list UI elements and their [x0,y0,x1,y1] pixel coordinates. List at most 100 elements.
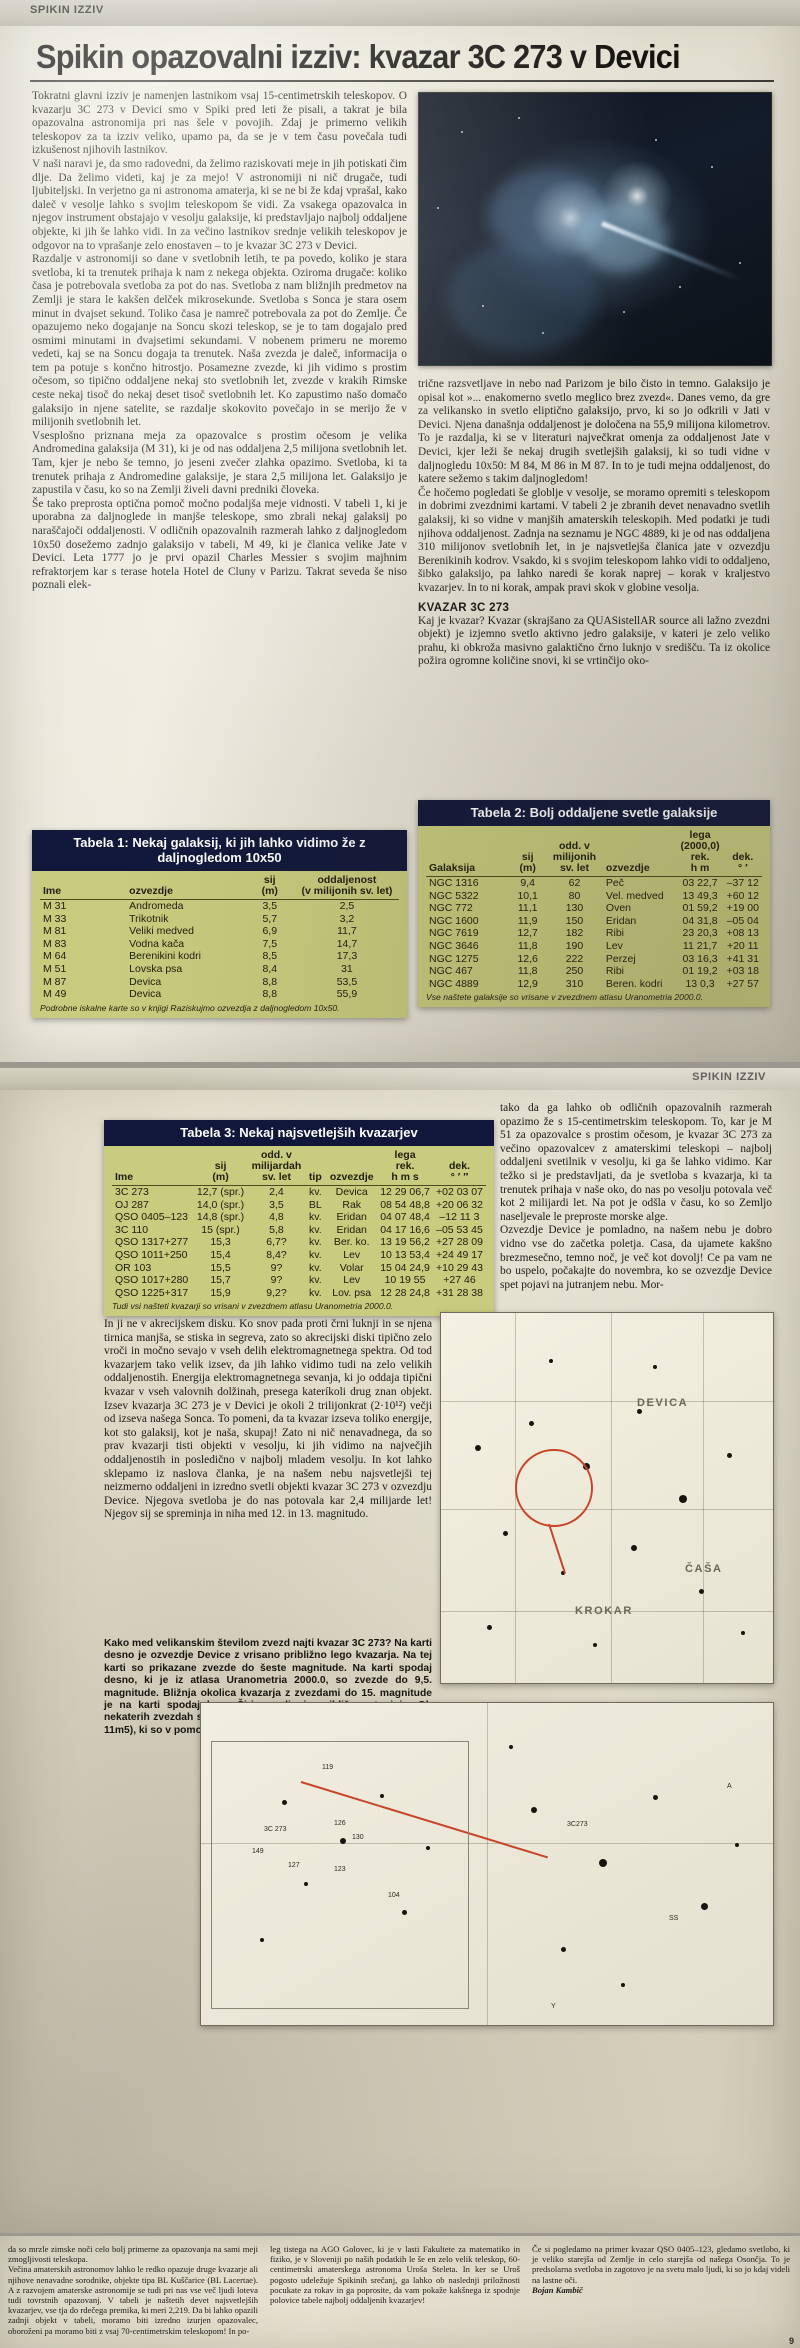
quasar-pointer-line [548,1523,567,1574]
table-row: M 49 Devica 8,8 55,9 [40,988,399,1001]
constellation-label-krokar: KROKAR [575,1605,633,1617]
table-cell: Vel. medved [605,889,664,902]
table-cell: 6,9 [262,925,278,938]
th-ozvezdje: ozvezdje [126,875,245,900]
quasar-photo [418,92,772,366]
chart-label-149: 149 [252,1848,264,1855]
table-cell: 150 [565,914,584,927]
table-cell: 4,8 [269,1211,284,1224]
table-cell: 2,4 [269,1186,284,1198]
chart-label-104: 104 [388,1892,400,1899]
table-cell: +27 57 [726,977,759,990]
table-cell: –05 04 [726,914,759,927]
magazine-footer-strip: da so mrzle zimske noči celo bolj primer… [0,2236,800,2348]
table-cell: 9,4 [520,877,535,889]
table-2-title: Tabela 2: Bolj oddaljene svetle galaksij… [418,800,770,826]
table-cell: 11,7 [337,925,357,938]
table-cell: 15,4 [210,1248,231,1261]
table-row: 3C 273 12,7 (spr.) 2,4 kv. Devica 12 29 06,7 +… [112,1186,486,1199]
magazine-page-1: SPIKIN IZZIV Spikin opazovalni izziv: kv… [0,0,800,1065]
table-cell: M 87 [43,975,67,988]
table-cell: 6,7? [266,1236,287,1249]
table-cell: 9? [270,1261,283,1274]
table-cell: 11,8 [517,965,538,978]
table-cell: kv. [309,1223,322,1236]
table-cell: 04 07 48,4 [380,1211,430,1224]
table-row: NGC 3646 11,8 190 Lev 11 21,7 +20 11 [426,940,762,953]
table-cell: 10 13 53,4 [380,1248,430,1261]
table-row: M 81 Veliki medved 6,9 11,7 [40,925,399,938]
table-cell: +02 03 07 [435,1186,483,1198]
paragraph: Če hočemo pogledati še globlje v vesolje… [418,486,770,594]
th-ozvezdje: ozvezdje [326,1150,378,1186]
th-ozvezdje: ozvezdje [602,830,677,877]
table-cell: 3C 273 [115,1186,149,1198]
table-cell: kv. [309,1286,322,1299]
table-cell: 8,8 [262,975,278,988]
table-cell: Lov. psa [332,1286,372,1299]
table-cell: 55,9 [336,988,358,1001]
table-cell: Ribi [605,927,624,940]
table-row: QSO 1225+317 15,9 9,2? kv. Lov. psa 12 28 24,… [112,1287,486,1300]
table-cell: Devica [335,1186,368,1198]
table-cell: 01 19,2 [682,965,718,978]
table-cell: OJ 287 [115,1198,149,1211]
table-row: NGC 772 11,1 130 Oven 01 59,2 +19 00 [426,902,762,915]
table-cell: Eridan [336,1211,367,1224]
table-cell: 8,4 [262,962,278,975]
paragraph: Kaj je kvazar? Kvazar (skrajšano za QUAS… [418,614,770,668]
chart-label-3c273: 3C273 [567,1821,588,1828]
table-cell: 04 17 16,6 [380,1223,430,1236]
headline-rule [30,80,774,82]
table-cell: 11 21,7 [682,939,718,952]
table-cell: 222 [565,952,584,965]
table-row: OJ 287 14,0 (spr.) 3,5 BL Rak 08 54 48,8 +20 0… [112,1199,486,1212]
paragraph: Ozvezdje Device je pomladno, na našem ne… [500,1224,772,1291]
table-cell: +10 29 43 [435,1261,483,1274]
table-3: Tabela 3: Nekaj najsvetlejših kvazarjev … [104,1120,494,1317]
table-cell: Peč [605,877,624,889]
th-sij: sij (m) [509,830,546,877]
table-row: M 64 Berenikini kodri 8,5 17,3 [40,950,399,963]
page-number: 9 [788,2336,794,2346]
table-cell: 8,5 [262,950,278,963]
table-cell: +20 06 32 [435,1198,483,1211]
table-cell: Lovska psa [129,962,183,975]
paragraph: Vsesplošno priznana meja za opazovalce s… [32,429,407,497]
star-chart-finder: 3C273 SS A Y 3C 273 119 126 130 149 127 … [200,1702,774,2026]
constellation-label-casa: ČAŠA [685,1563,723,1575]
table-cell: M 49 [43,988,67,1001]
page1-left-column: Tokratni glavni izziv je namenjen lastni… [32,90,407,593]
table-cell: 15,5 [210,1261,231,1274]
table-cell: Ribi [605,965,624,978]
table-cell: 12 28 24,8 [380,1286,430,1299]
table-cell: QSO 0405–123 [115,1211,188,1224]
table-row: NGC 7619 12,7 182 Ribi 23 20,3 +08 13 [426,927,762,940]
article-headline: Spikin opazovalni izziv: kvazar 3C 273 v… [36,38,681,75]
paragraph: tako da ga lahko ob odličnih opazovalnih… [500,1102,772,1223]
table-cell: 11,9 [517,914,538,927]
page2-left-column: In ji ne v akrecijskem disku. Ko snov pa… [104,1318,432,1522]
table-cell: +24 49 17 [435,1248,483,1261]
table-cell: Andromeda [129,900,184,912]
table-cell: Veliki medved [129,925,194,938]
table-cell: 11,8 [517,939,538,952]
page2-right-column: tako da ga lahko ob odličnih opazovalnih… [500,1102,772,1292]
table-cell: NGC 1275 [429,952,479,965]
table-cell: +20 11 [726,939,759,952]
table-cell: 2,5 [339,900,355,912]
table-row: M 83 Vodna kača 7,5 14,7 [40,938,399,951]
table-cell: Eridan [336,1223,367,1236]
table-cell: 14,7 [336,937,358,950]
table-cell: +08 13 [726,927,759,940]
paragraph: da so mrzle zimske noči celo bolj primer… [8,2244,258,2265]
table-cell: M 83 [43,937,67,950]
table-row: M 33 Trikotnik 5,7 3,2 [40,913,399,926]
table-cell: Devica [129,975,162,988]
table-3-note: Tudi vsi našteti kvazarji so vrisani v z… [112,1301,394,1312]
table-row: QSO 1011+250 15,4 8,4? kv. Lev 10 13 53,4 +24 … [112,1249,486,1262]
chart-label-127: 127 [288,1862,300,1869]
table-cell: +27 46 [443,1274,476,1287]
table-cell: 9? [270,1274,283,1287]
table-1: Tabela 1: Nekaj galaksij, ki jih lahko v… [32,830,407,1018]
